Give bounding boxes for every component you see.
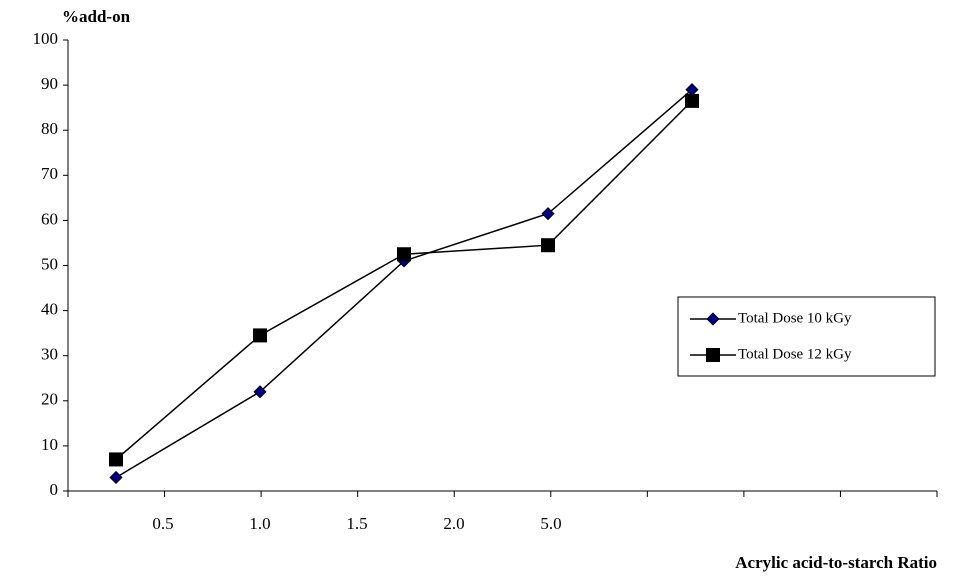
legend-label: Total Dose 10 kGy [738, 310, 852, 326]
legend-box [678, 297, 935, 376]
y-tick-label: 20 [41, 390, 58, 409]
y-tick-label: 60 [41, 209, 58, 228]
point [110, 471, 122, 483]
x-tick-label: 1.0 [249, 514, 270, 533]
x-tick-label: 2.0 [443, 514, 464, 533]
x-tick-label: 1.5 [346, 514, 367, 533]
point [109, 452, 123, 466]
legend-marker [706, 348, 720, 362]
y-tick-label: 0 [50, 480, 59, 499]
x-tick-label: 5.0 [540, 514, 561, 533]
point [253, 328, 267, 342]
y-tick-label: 40 [41, 300, 58, 319]
point [397, 247, 411, 261]
y-tick-label: 90 [41, 74, 58, 93]
y-tick-label: 30 [41, 345, 58, 364]
y-axis-title: %add-on [62, 7, 131, 26]
series-line [116, 90, 692, 478]
series-line [116, 101, 692, 460]
y-tick-label: 100 [33, 29, 59, 48]
point [541, 238, 555, 252]
chart: %add-on Acrylic acid-to-starch Ratio 0 10… [0, 0, 974, 577]
point [685, 94, 699, 108]
x-tick-label: 0.5 [152, 514, 173, 533]
y-tick-label: 50 [41, 254, 58, 273]
y-tick-label: 70 [41, 164, 58, 183]
x-axis-title: Acrylic acid-to-starch Ratio [735, 553, 937, 572]
y-tick-label: 80 [41, 119, 58, 138]
y-tick-label: 10 [41, 435, 58, 454]
legend-label: Total Dose 12 kGy [738, 346, 852, 362]
